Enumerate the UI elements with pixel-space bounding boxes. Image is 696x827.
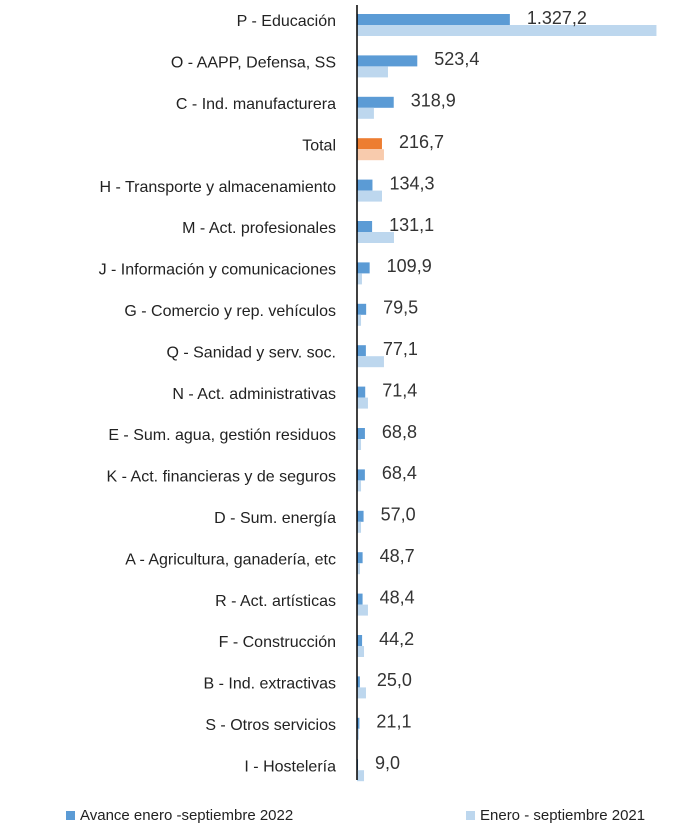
bar xyxy=(357,386,366,398)
bar xyxy=(357,149,384,161)
bar xyxy=(357,563,360,575)
value-label: 9,0 xyxy=(375,753,400,773)
category-label: M - Act. profesionales xyxy=(182,220,336,237)
value-label: 21,1 xyxy=(376,712,411,732)
category-label: I - Hostelería xyxy=(244,758,336,775)
bar xyxy=(357,728,359,740)
category-label: Total xyxy=(302,137,336,154)
legend-swatch xyxy=(466,811,475,820)
bar xyxy=(357,55,418,67)
bar xyxy=(357,552,363,564)
category-label: C - Ind. manufacturera xyxy=(176,96,336,113)
category-label: E - Sum. agua, gestión residuos xyxy=(108,427,336,444)
bar xyxy=(357,190,382,202)
value-label: 71,4 xyxy=(382,380,417,400)
category-label: D - Sum. energía xyxy=(214,510,336,527)
category-label: B - Ind. extractivas xyxy=(204,676,337,693)
legend-label: Enero - septiembre 2021 xyxy=(480,807,645,824)
bar xyxy=(357,676,360,688)
bar xyxy=(357,397,368,409)
bar xyxy=(357,345,366,357)
bar xyxy=(357,604,368,616)
legend-swatch xyxy=(66,811,75,820)
bar xyxy=(357,480,362,492)
bar xyxy=(357,221,373,232)
bar xyxy=(357,510,364,522)
category-label: F - Construcción xyxy=(219,634,336,651)
bar xyxy=(357,303,367,315)
value-label: 318,9 xyxy=(411,91,456,111)
value-label: 68,8 xyxy=(382,422,417,442)
category-label: G - Comercio y rep. vehículos xyxy=(124,303,336,320)
value-label: 68,4 xyxy=(382,463,417,483)
value-label: 77,1 xyxy=(383,339,418,359)
value-label: 57,0 xyxy=(381,505,416,525)
bar xyxy=(357,179,373,191)
bar xyxy=(357,439,362,450)
legend-label: Avance enero -septiembre 2022 xyxy=(80,807,293,824)
bar xyxy=(357,262,370,274)
bar xyxy=(357,96,394,108)
bar xyxy=(357,469,365,481)
category-label: S - Otros servicios xyxy=(205,717,336,734)
bar xyxy=(357,428,365,439)
bar xyxy=(357,635,363,646)
bar xyxy=(357,232,394,243)
bar xyxy=(357,770,365,782)
category-label: K - Act. financieras y de seguros xyxy=(107,469,336,486)
value-label: 48,7 xyxy=(380,546,415,566)
value-label: 131,1 xyxy=(389,215,434,235)
category-label: P - Educación xyxy=(237,13,336,30)
category-label: H - Transporte y almacenamiento xyxy=(99,179,336,196)
bar xyxy=(357,521,362,533)
value-label: 48,4 xyxy=(380,587,415,607)
bar xyxy=(357,138,382,150)
bar xyxy=(357,25,657,36)
category-label: O - AAPP, Defensa, SS xyxy=(171,55,336,72)
value-label: 109,9 xyxy=(387,256,432,276)
category-label: Q - Sanidad y serv. soc. xyxy=(166,344,336,361)
bar xyxy=(357,273,362,285)
bar xyxy=(357,687,366,699)
bar xyxy=(357,14,510,25)
category-label: N - Act. administrativas xyxy=(172,386,336,403)
value-label: 25,0 xyxy=(377,670,412,690)
bar xyxy=(357,314,362,326)
value-label: 79,5 xyxy=(383,298,418,318)
category-label: J - Información y comunicaciones xyxy=(99,262,336,279)
value-label: 1.327,2 xyxy=(527,8,587,28)
bar xyxy=(357,717,360,729)
value-label: 44,2 xyxy=(379,629,414,649)
bar xyxy=(357,66,388,78)
value-label: 134,3 xyxy=(389,173,434,193)
category-label: R - Act. artísticas xyxy=(215,593,336,610)
bar xyxy=(357,593,363,605)
value-label: 216,7 xyxy=(399,132,444,152)
category-label: A - Agricultura, ganadería, etc xyxy=(125,551,336,568)
bar xyxy=(357,646,365,657)
value-label: 523,4 xyxy=(434,49,479,69)
bar xyxy=(357,107,374,119)
bar xyxy=(357,356,384,368)
